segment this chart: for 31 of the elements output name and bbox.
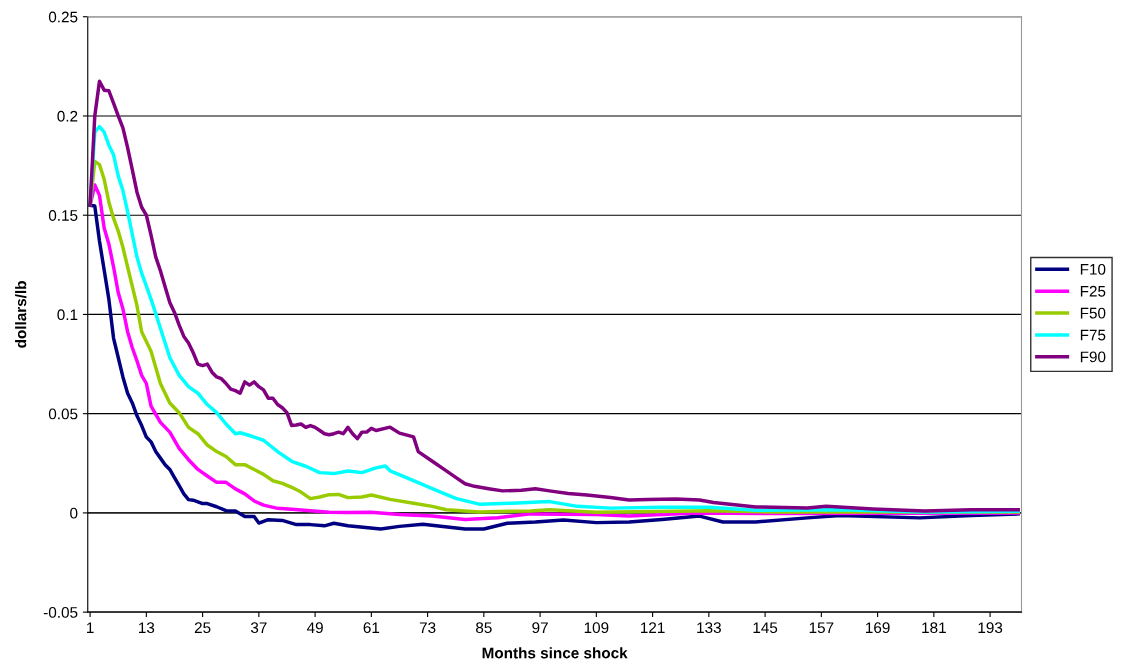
x-tick-label: 145 [753,622,778,634]
x-tick-label: 85 [476,622,492,634]
x-tick-label: 25 [194,622,211,634]
x-tick-label: 61 [363,622,380,634]
x-tick-label: 133 [697,622,721,634]
x-tick-label: 97 [532,622,548,634]
y-tick-label: 0.05 [48,408,78,420]
y-tick-label: -0.05 [43,607,78,618]
legend-label: F10 [1080,263,1106,275]
legend-label: F25 [1080,285,1106,297]
y-tick-label: 0 [70,507,78,519]
x-tick-label: 109 [584,622,609,634]
legend-label: F75 [1080,329,1106,341]
y-tick-label: 0.2 [57,110,78,122]
legend-label: F90 [1080,351,1106,363]
x-tick-label: 49 [306,622,323,634]
x-tick-label: 157 [809,622,834,634]
x-tick-label: 181 [922,622,946,634]
legend-label: F50 [1080,307,1106,319]
x-tick-label: 1 [87,622,94,633]
x-tick-label: 37 [250,622,267,634]
x-tick-label: 73 [419,622,436,634]
y-tick-label: 0.1 [57,309,78,321]
x-tick-label: 193 [978,622,1003,634]
x-tick-label: 169 [866,622,890,634]
y-tick-label: 0.15 [48,210,78,221]
x-tick-label: 121 [641,622,665,633]
x-axis-title: Months since shock [482,647,628,659]
x-tick-label: 13 [139,622,155,634]
y-tick-label: 0.25 [48,11,78,23]
y-axis-title: dollars/lb [15,281,27,348]
